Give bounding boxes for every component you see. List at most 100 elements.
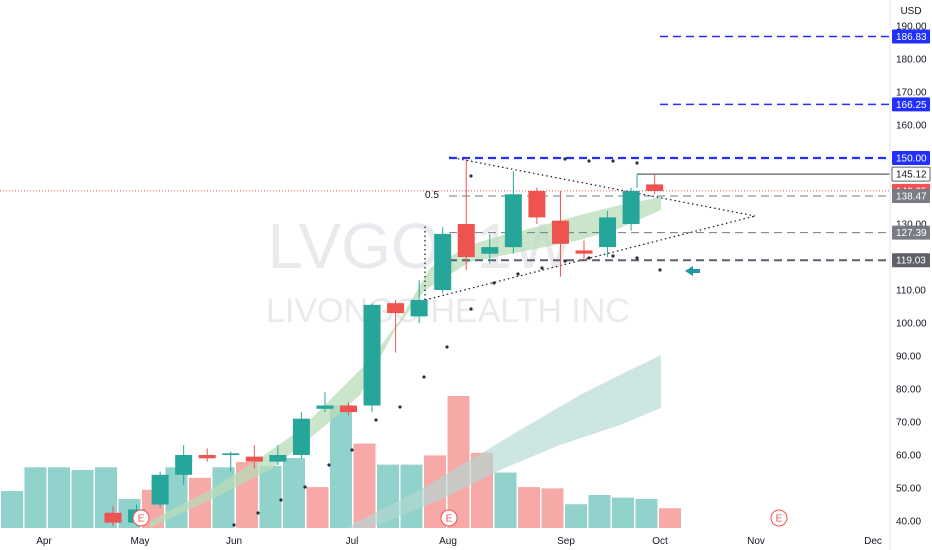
candle xyxy=(646,174,664,195)
long-ma-band xyxy=(345,355,661,528)
candle xyxy=(269,445,287,465)
candle-body xyxy=(575,250,593,254)
candle-body xyxy=(292,418,310,455)
candle-body xyxy=(599,217,617,248)
y-tick-label: 70.00 xyxy=(896,418,921,429)
triangle-lower-line xyxy=(424,215,756,301)
volume-bar xyxy=(283,458,305,528)
candle-body xyxy=(222,453,240,455)
triangle-upper-line xyxy=(448,156,756,217)
candle-body xyxy=(151,474,169,505)
candle xyxy=(481,233,499,264)
volume-bar xyxy=(588,495,611,528)
indicator-dot xyxy=(327,463,331,467)
earnings-marker-may[interactable]: E xyxy=(132,509,150,527)
indicator-dot xyxy=(587,256,591,260)
volume-bars xyxy=(1,396,681,528)
arrow-left-icon xyxy=(685,266,700,276)
volume-bar xyxy=(612,497,634,528)
volume-bar xyxy=(1,491,23,528)
watermark-company: LIVONGO HEALTH INC xyxy=(266,292,630,330)
volume-bar xyxy=(565,504,587,528)
price-tag: 150.00 xyxy=(892,151,930,165)
y-tick-label: 180.00 xyxy=(896,55,927,66)
indicator-dot xyxy=(469,307,473,311)
earnings-marker-nov[interactable]: E xyxy=(770,509,788,527)
indicator-dots xyxy=(232,157,662,527)
y-tick-label: 80.00 xyxy=(896,385,921,396)
candle-body xyxy=(104,512,122,523)
y-tick-label: 110.00 xyxy=(896,286,926,297)
candle-body xyxy=(269,455,287,462)
candle-body xyxy=(551,220,569,244)
volume-bar xyxy=(494,472,517,528)
volume-bar xyxy=(447,396,470,528)
price-axis[interactable]: USD 190.00180.00170.00160.00150.00140.00… xyxy=(889,0,932,550)
x-tick-label: Nov xyxy=(747,536,765,547)
candle-body xyxy=(457,224,475,257)
indicator-dot xyxy=(469,174,473,178)
candle-body xyxy=(387,303,405,314)
price-tag: 145.12 xyxy=(891,166,931,182)
indicator-dot xyxy=(232,523,236,527)
y-tick-label: 160.00 xyxy=(896,121,927,132)
indicator-dot xyxy=(398,405,402,409)
candlesticks xyxy=(104,158,664,526)
volume-bar xyxy=(635,498,658,528)
x-tick-label: Dec xyxy=(864,536,882,547)
candle xyxy=(292,412,310,459)
indicator-dot xyxy=(611,254,615,258)
volume-bar xyxy=(24,467,47,528)
price-tag-bg xyxy=(892,225,930,240)
price-tag: 127.39 xyxy=(892,225,930,240)
price-level-lines xyxy=(0,35,890,262)
candle-body xyxy=(528,191,546,218)
indicator-dot xyxy=(611,159,615,163)
indicator-dot xyxy=(492,281,496,285)
indicator-dot xyxy=(563,259,567,263)
x-tick-label: Sep xyxy=(557,536,575,547)
y-tick-label: 170.00 xyxy=(896,88,927,99)
price-tag: 166.25 xyxy=(892,97,930,112)
candle xyxy=(575,240,593,261)
x-tick-label: Oct xyxy=(652,536,668,547)
volume-bar xyxy=(48,467,70,528)
y-tick-label: 50.00 xyxy=(896,484,921,495)
indicator-dot xyxy=(374,418,378,422)
candle-body xyxy=(316,405,334,409)
indicator-dot xyxy=(303,485,307,489)
price-tag-bg xyxy=(892,253,930,268)
currency-label: USD xyxy=(900,6,921,17)
y-tick-label: 40.00 xyxy=(896,517,921,528)
candle xyxy=(599,210,617,257)
volume-bar xyxy=(330,405,352,528)
annotations: 0.5 xyxy=(425,190,700,276)
earnings-label: E xyxy=(446,514,453,525)
y-tick-label: 190.00 xyxy=(896,22,927,33)
volume-bar xyxy=(518,487,540,528)
x-tick-label: Jun xyxy=(226,536,242,547)
candle xyxy=(175,445,193,485)
candle xyxy=(316,392,334,413)
time-axis[interactable]: Apr May Jun Jul Aug Sep Oct Nov Dec xyxy=(36,536,882,547)
candle-body xyxy=(646,184,664,191)
triangle-pattern xyxy=(424,156,756,301)
indicator-dot xyxy=(635,256,639,260)
indicator-dot xyxy=(256,511,260,515)
candle xyxy=(387,299,405,353)
candle xyxy=(198,448,216,462)
price-tag-bg xyxy=(892,29,930,44)
price-tag: 186.83 xyxy=(892,29,930,44)
candle xyxy=(504,171,522,254)
price-tag-label: 186.83 xyxy=(896,32,927,43)
candle xyxy=(457,158,475,271)
earnings-label: E xyxy=(138,514,145,525)
candle-body xyxy=(198,455,216,459)
price-tag-label: 119.03 xyxy=(896,256,926,267)
indicator-dot xyxy=(445,345,449,349)
x-tick-label: Apr xyxy=(36,536,52,547)
candle xyxy=(551,191,569,277)
earnings-marker-aug[interactable]: E xyxy=(440,509,458,527)
